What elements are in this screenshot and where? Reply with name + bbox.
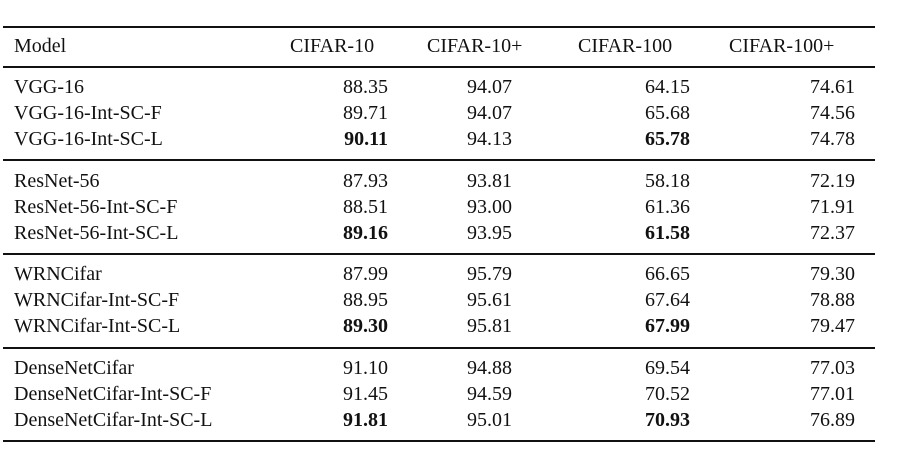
score-cell: 72.19 <box>810 170 855 192</box>
score-cell: 87.99 <box>343 263 388 285</box>
group-rule <box>3 347 875 349</box>
column-header: Model <box>14 35 67 57</box>
score-cell: 66.65 <box>645 263 690 285</box>
score-cell: 95.61 <box>467 289 512 311</box>
column-header: CIFAR-10 <box>290 35 375 57</box>
score-cell: 93.95 <box>467 222 512 244</box>
score-cell: 67.64 <box>645 289 690 311</box>
score-cell: 88.51 <box>343 196 388 218</box>
score-cell: 64.15 <box>645 76 690 98</box>
score-cell: 76.89 <box>810 409 855 431</box>
score-cell: 95.01 <box>467 409 512 431</box>
model-name: WRNCifar-Int-SC-L <box>14 315 181 337</box>
score-cell: 61.58 <box>645 222 690 244</box>
score-cell: 94.88 <box>467 357 512 379</box>
score-cell: 67.99 <box>645 315 690 337</box>
top-rule <box>3 26 875 28</box>
score-cell: 65.78 <box>645 128 690 150</box>
bottom-rule <box>3 440 875 442</box>
column-header: CIFAR-10+ <box>427 35 523 57</box>
score-cell: 61.36 <box>645 196 690 218</box>
score-cell: 70.52 <box>645 383 690 405</box>
score-cell: 91.45 <box>343 383 388 405</box>
score-cell: 89.71 <box>343 102 388 124</box>
score-cell: 94.07 <box>467 76 512 98</box>
score-cell: 88.95 <box>343 289 388 311</box>
score-cell: 74.56 <box>810 102 855 124</box>
column-header: CIFAR-100+ <box>729 35 835 57</box>
score-cell: 72.37 <box>810 222 855 244</box>
model-name: ResNet-56 <box>14 170 100 192</box>
group-rule <box>3 66 875 68</box>
model-name: DenseNetCifar-Int-SC-L <box>14 409 213 431</box>
score-cell: 93.81 <box>467 170 512 192</box>
score-cell: 94.59 <box>467 383 512 405</box>
score-cell: 69.54 <box>645 357 690 379</box>
score-cell: 95.81 <box>467 315 512 337</box>
score-cell: 91.81 <box>343 409 388 431</box>
score-cell: 94.07 <box>467 102 512 124</box>
model-name: VGG-16 <box>14 76 84 98</box>
model-name: WRNCifar <box>14 263 102 285</box>
score-cell: 74.78 <box>810 128 855 150</box>
score-cell: 87.93 <box>343 170 388 192</box>
score-cell: 95.79 <box>467 263 512 285</box>
score-cell: 89.30 <box>343 315 388 337</box>
score-cell: 77.01 <box>810 383 855 405</box>
score-cell: 91.10 <box>343 357 388 379</box>
score-cell: 70.93 <box>645 409 690 431</box>
model-name: DenseNetCifar-Int-SC-F <box>14 383 212 405</box>
model-name: WRNCifar-Int-SC-F <box>14 289 180 311</box>
model-name: VGG-16-Int-SC-F <box>14 102 162 124</box>
group-rule <box>3 159 875 161</box>
score-cell: 88.35 <box>343 76 388 98</box>
model-name: DenseNetCifar <box>14 357 134 379</box>
score-cell: 71.91 <box>810 196 855 218</box>
score-cell: 58.18 <box>645 170 690 192</box>
score-cell: 74.61 <box>810 76 855 98</box>
score-cell: 77.03 <box>810 357 855 379</box>
score-cell: 79.30 <box>810 263 855 285</box>
column-header: CIFAR-100 <box>578 35 673 57</box>
model-name: ResNet-56-Int-SC-L <box>14 222 179 244</box>
score-cell: 94.13 <box>467 128 512 150</box>
model-name: ResNet-56-Int-SC-F <box>14 196 178 218</box>
score-cell: 78.88 <box>810 289 855 311</box>
model-name: VGG-16-Int-SC-L <box>14 128 163 150</box>
group-rule <box>3 253 875 255</box>
score-cell: 89.16 <box>343 222 388 244</box>
score-cell: 90.11 <box>344 128 388 150</box>
score-cell: 79.47 <box>810 315 855 337</box>
score-cell: 93.00 <box>467 196 512 218</box>
score-cell: 65.68 <box>645 102 690 124</box>
